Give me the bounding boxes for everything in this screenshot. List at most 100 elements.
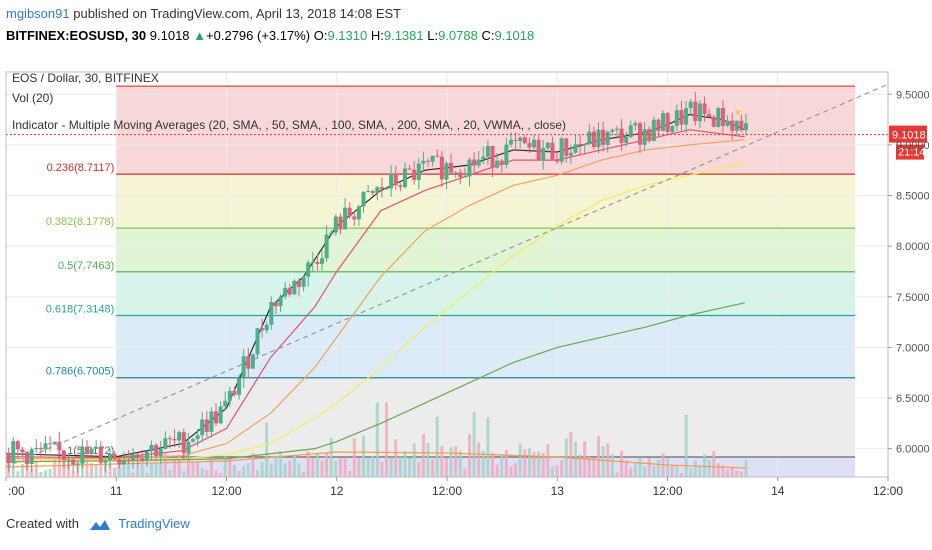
candle-body [366,191,371,193]
volume-bar [555,465,559,477]
volume-bar [495,464,499,477]
candle-body [610,129,615,132]
volume-bar [569,432,573,477]
volume-bar [186,454,190,477]
candle-body [462,176,467,178]
candle-body [435,155,440,157]
volume-bar [417,462,421,477]
candle-body [15,441,20,450]
volume-bar [716,463,720,477]
volume-bar [228,457,232,477]
candle-body [573,144,578,153]
candle-body [472,159,477,166]
fib-zone [116,228,855,272]
volume-bar [311,458,315,477]
candle-body [670,125,675,132]
candle-body [361,192,366,207]
volume-bar [205,469,209,477]
volume-bar [136,468,140,477]
candle-body [190,439,195,442]
volume-bar [159,462,163,477]
candle-body [301,276,306,287]
volume-bar [20,463,24,477]
candle-body [688,101,693,109]
volume-bar [435,416,439,477]
volume-bar [652,465,656,477]
candle-body [656,119,661,131]
fib-zone [116,457,855,477]
x-tick-label: 12:00 [211,484,241,498]
author-link[interactable]: mgibson91 [6,6,70,21]
volume-bar [232,465,236,477]
volume-ma-line [5,451,745,469]
volume-bar [269,463,273,477]
candle-body [66,459,71,461]
volume-bar [145,472,149,477]
volume-bar [177,454,181,477]
candle-body [352,216,357,220]
fib-label: 0.382(8.1778) [46,216,115,228]
candle-body [444,163,449,180]
x-tick-label: 13 [551,484,565,498]
volume-bar [90,463,94,477]
publish-text: published on TradingView.com, April 13, … [73,6,402,21]
volume-bar [338,458,342,477]
fib-label: 0.618(7.3148) [46,304,115,316]
candle-body [84,446,89,454]
volume-bar [615,472,619,477]
candle-body [126,459,131,461]
candle-body [375,187,380,193]
volume-bar [214,470,218,477]
candle-body [103,459,108,463]
candle-body [177,432,182,441]
volume-bar [196,462,200,477]
volume-bar [53,458,57,477]
candle-body [338,216,343,230]
h-value: 9.1381 [383,28,424,43]
candle-body [29,449,34,465]
volume-bar [154,462,158,477]
candle-body [269,301,274,325]
fib-lines: 0.236(8.7117) 0.382(8.1778) 0.5(7.7463) 0.6… [46,85,855,458]
volume-bar [735,470,739,477]
candle-body [716,108,721,127]
candle-body [647,129,652,142]
o-label: O: [313,28,328,43]
volume-bar [477,442,481,477]
candle-body [370,191,375,193]
candle-body [467,159,472,177]
candle-body [237,378,242,395]
volume-bar [638,457,642,477]
tradingview-link[interactable]: TradingView [118,516,190,531]
candle-body [642,129,647,145]
candle-body [296,280,301,287]
volume-bar [366,458,370,477]
volume-bar [334,460,338,477]
volume-bar [587,456,591,477]
change-value: +0.2796 (+3.17%) [206,28,311,43]
volume-bar [403,451,407,477]
o-value: 9.1310 [327,28,368,43]
candle-body [536,139,541,161]
volume-bar [191,462,195,477]
candle-body [260,328,265,331]
candle-body [725,120,730,126]
volume-bar [329,438,333,477]
candle-body [112,453,117,460]
candle-body [144,451,149,461]
candle-body [273,301,278,307]
volume-bar [260,462,264,477]
chart-area[interactable]: 0.236(8.7117) 0.382(8.1778) 0.5(7.7463) 0.6… [0,60,932,510]
x-tick-label: 12 [330,484,344,498]
candle-body [320,258,325,264]
candle-body [89,448,94,454]
volume-bar [57,451,61,477]
candle-body [315,261,320,264]
volume-bar [408,457,412,477]
volume-bar [34,460,38,477]
candle-body [108,453,113,460]
candle-body [117,459,122,465]
candle-body [167,438,172,440]
candle-body [329,232,334,235]
volume-bar [126,456,130,477]
